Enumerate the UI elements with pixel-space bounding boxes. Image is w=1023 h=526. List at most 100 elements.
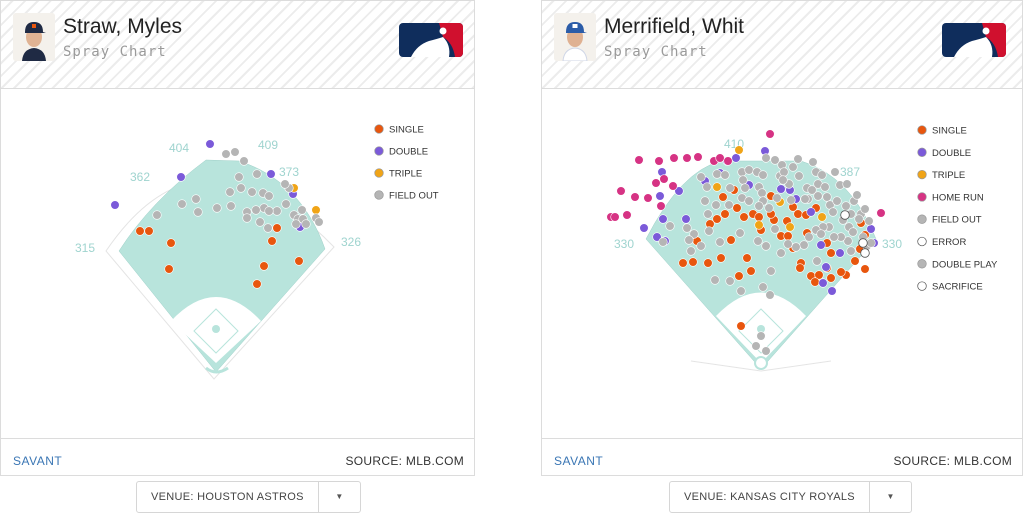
legend-label: SINGLE bbox=[389, 125, 424, 136]
field-out-point bbox=[744, 165, 754, 175]
legend-label: ERROR bbox=[932, 237, 966, 248]
field-out-point bbox=[765, 290, 775, 300]
field-out-point bbox=[804, 232, 814, 242]
field-out-point bbox=[152, 210, 162, 220]
field-out-point bbox=[828, 207, 838, 217]
field-out-point bbox=[830, 167, 840, 177]
double-play-point bbox=[754, 201, 764, 211]
legend-marker bbox=[374, 190, 384, 200]
field-out-point bbox=[191, 194, 201, 204]
legend-marker bbox=[374, 146, 384, 156]
single-point bbox=[739, 212, 749, 222]
field-out-point bbox=[757, 188, 767, 198]
triple-point bbox=[785, 222, 795, 232]
field-out-point bbox=[255, 217, 265, 227]
venue-dropdown[interactable]: VENUE: KANSAS CITY ROYALS ▼ bbox=[669, 481, 912, 513]
home-run-point bbox=[654, 156, 664, 166]
single-point bbox=[720, 209, 730, 219]
legend-item-single: SINGLE bbox=[374, 124, 424, 136]
field-out-point bbox=[772, 193, 782, 203]
home-run-point bbox=[634, 155, 644, 165]
savant-link[interactable]: SAVANT bbox=[554, 454, 604, 468]
single-point bbox=[850, 256, 860, 266]
field-out-point bbox=[854, 214, 864, 224]
chevron-down-icon[interactable]: ▼ bbox=[868, 482, 911, 512]
home-run-point bbox=[651, 178, 661, 188]
double-point bbox=[816, 240, 826, 250]
single-point bbox=[678, 258, 688, 268]
field-out-point bbox=[738, 175, 748, 185]
field-out-point bbox=[212, 203, 222, 213]
field-out-point bbox=[770, 224, 780, 234]
double-point bbox=[176, 172, 186, 182]
field-out-point bbox=[291, 219, 301, 229]
single-point bbox=[814, 270, 824, 280]
single-point bbox=[294, 256, 304, 266]
field-out-point bbox=[751, 341, 761, 351]
legend-label: HOME RUN bbox=[932, 192, 984, 203]
double-point bbox=[655, 191, 665, 201]
player-headshot-icon bbox=[13, 13, 55, 61]
venue-label: VENUE: HOUSTON ASTROS bbox=[151, 491, 304, 503]
triple-point bbox=[712, 182, 722, 192]
home-run-point bbox=[610, 212, 620, 222]
double-point bbox=[658, 214, 668, 224]
field-out-point bbox=[226, 201, 236, 211]
chevron-down-icon[interactable]: ▼ bbox=[317, 482, 360, 512]
field-out-point bbox=[686, 246, 696, 256]
single-point bbox=[742, 253, 752, 263]
field-out-point bbox=[700, 196, 710, 206]
legend-item-single: SINGLE bbox=[917, 125, 967, 137]
legend-item-sacrifice: SACRIFICE bbox=[917, 281, 983, 293]
distance-label: 315 bbox=[75, 241, 95, 255]
field-out-point bbox=[251, 205, 261, 215]
field-out-point bbox=[761, 153, 771, 163]
field-out-point bbox=[744, 196, 754, 206]
field-out-point bbox=[864, 216, 874, 226]
field-out-point bbox=[866, 238, 876, 248]
home-run-point bbox=[715, 153, 725, 163]
double-play-point bbox=[703, 209, 713, 219]
legend-item-double-play: DOUBLE PLAY bbox=[917, 259, 998, 270]
triple-point bbox=[734, 145, 744, 155]
field-out-point bbox=[715, 237, 725, 247]
field-out-point bbox=[242, 213, 252, 223]
field-out-point bbox=[794, 171, 804, 181]
venue-dropdown[interactable]: VENUE: HOUSTON ASTROS ▼ bbox=[136, 481, 361, 513]
savant-link[interactable]: SAVANT bbox=[13, 454, 63, 468]
field-out-point bbox=[860, 204, 870, 214]
field-out-point bbox=[848, 227, 858, 237]
field-out-point bbox=[689, 229, 699, 239]
double-point bbox=[639, 223, 649, 233]
home-run-point bbox=[616, 186, 626, 196]
double-point bbox=[821, 262, 831, 272]
legend-item-triple: TRIPLE bbox=[917, 169, 965, 181]
field-out-point bbox=[776, 248, 786, 258]
single-point bbox=[826, 248, 836, 258]
field-out-point bbox=[813, 191, 823, 201]
single-point bbox=[703, 258, 713, 268]
chart-card: Straw, Myles Spray Chart bbox=[0, 0, 475, 476]
field-out-point bbox=[788, 162, 798, 172]
home-run-point bbox=[656, 201, 666, 211]
field-out-point bbox=[230, 147, 240, 157]
single-point bbox=[712, 214, 722, 224]
single-point bbox=[836, 267, 846, 277]
distance-label: 330 bbox=[614, 237, 634, 251]
legend-marker bbox=[374, 168, 384, 178]
field-out-point bbox=[724, 200, 734, 210]
field-out-point bbox=[301, 219, 311, 229]
field-out-point bbox=[740, 183, 750, 193]
double-point bbox=[110, 200, 120, 210]
field-out-point bbox=[793, 154, 803, 164]
legend-marker bbox=[917, 236, 927, 247]
field-out-point bbox=[764, 203, 774, 213]
field-out-point bbox=[791, 242, 801, 252]
single-point bbox=[718, 192, 728, 202]
field-out-point bbox=[842, 179, 852, 189]
double-point bbox=[806, 207, 816, 217]
single-point bbox=[746, 266, 756, 276]
field-out-point bbox=[710, 275, 720, 285]
double-play-point bbox=[696, 241, 706, 251]
home-run-point bbox=[668, 181, 678, 191]
